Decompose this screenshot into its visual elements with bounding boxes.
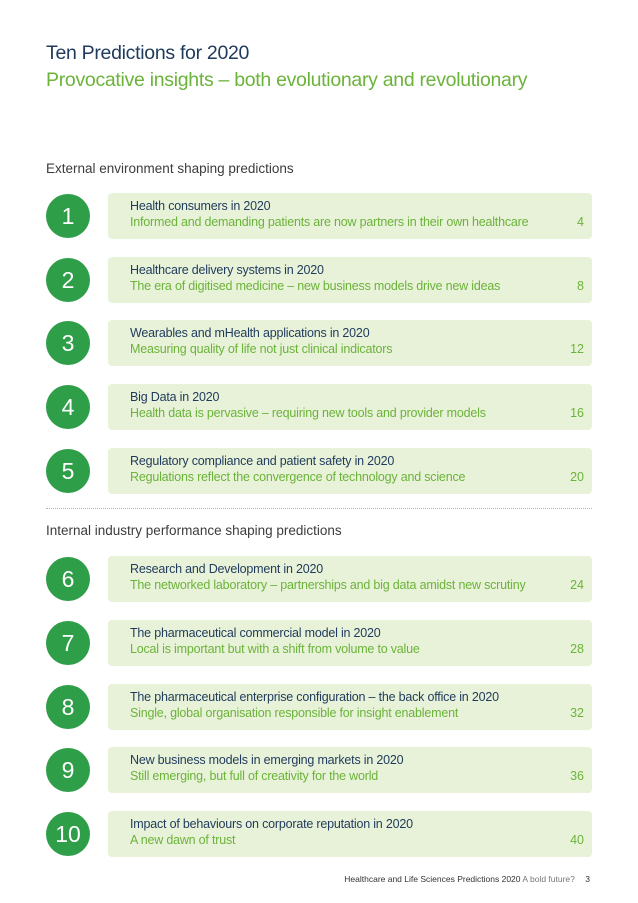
prediction-title: New business models in emerging markets … bbox=[130, 753, 404, 767]
prediction-page-number: 8 bbox=[577, 279, 584, 293]
prediction-number-badge: 4 bbox=[46, 385, 90, 429]
prediction-page-number: 36 bbox=[570, 769, 584, 783]
prediction-row-10[interactable]: 10 Impact of behaviours on corporate rep… bbox=[46, 811, 592, 857]
section-heading-internal: Internal industry performance shaping pr… bbox=[46, 523, 342, 538]
prediction-number-badge: 10 bbox=[46, 812, 90, 856]
prediction-page-number: 4 bbox=[577, 215, 584, 229]
prediction-title: Regulatory compliance and patient safety… bbox=[130, 454, 395, 468]
prediction-title: Healthcare delivery systems in 2020 bbox=[130, 263, 324, 277]
prediction-title: Impact of behaviours on corporate reputa… bbox=[130, 817, 413, 831]
prediction-box bbox=[108, 257, 592, 303]
prediction-page-number: 12 bbox=[570, 342, 584, 356]
prediction-box bbox=[108, 620, 592, 666]
section-divider bbox=[46, 508, 592, 509]
prediction-row-7[interactable]: 7 The pharmaceutical commercial model in… bbox=[46, 620, 592, 666]
prediction-box bbox=[108, 193, 592, 239]
prediction-description: Local is important but with a shift from… bbox=[130, 642, 420, 656]
prediction-page-number: 28 bbox=[570, 642, 584, 656]
prediction-box bbox=[108, 448, 592, 494]
prediction-number-badge: 5 bbox=[46, 449, 90, 493]
section-heading-external: External environment shaping predictions bbox=[46, 161, 294, 176]
prediction-box bbox=[108, 747, 592, 793]
prediction-page-number: 40 bbox=[570, 833, 584, 847]
prediction-number-badge: 8 bbox=[46, 685, 90, 729]
prediction-row-8[interactable]: 8 The pharmaceutical enterprise configur… bbox=[46, 684, 592, 730]
prediction-page-number: 16 bbox=[570, 406, 584, 420]
prediction-number-badge: 6 bbox=[46, 557, 90, 601]
page-subtitle: Provocative insights – both evolutionary… bbox=[46, 69, 528, 91]
prediction-title: Health consumers in 2020 bbox=[130, 199, 271, 213]
prediction-row-3[interactable]: 3 Wearables and mHealth applications in … bbox=[46, 320, 592, 366]
prediction-description: A new dawn of trust bbox=[130, 833, 236, 847]
prediction-page-number: 20 bbox=[570, 470, 584, 484]
prediction-number-badge: 1 bbox=[46, 194, 90, 238]
prediction-box bbox=[108, 684, 592, 730]
page-title: Ten Predictions for 2020 bbox=[46, 42, 250, 64]
prediction-description: Measuring quality of life not just clini… bbox=[130, 342, 393, 356]
prediction-number-badge: 2 bbox=[46, 258, 90, 302]
prediction-row-2[interactable]: 2 Healthcare delivery systems in 2020 Th… bbox=[46, 257, 592, 303]
prediction-box bbox=[108, 556, 592, 602]
prediction-description: The era of digitised medicine – new busi… bbox=[130, 279, 501, 293]
prediction-description: Regulations reflect the convergence of t… bbox=[130, 470, 466, 484]
footer-tagline: A bold future? bbox=[522, 874, 575, 884]
prediction-title: Research and Development in 2020 bbox=[130, 562, 324, 576]
prediction-title: The pharmaceutical commercial model in 2… bbox=[130, 626, 381, 640]
footer-publication: Healthcare and Life Sciences Predictions… bbox=[344, 874, 521, 884]
prediction-box bbox=[108, 384, 592, 430]
prediction-page-number: 24 bbox=[570, 578, 584, 592]
prediction-row-1[interactable]: 1 Health consumers in 2020 Informed and … bbox=[46, 193, 592, 239]
prediction-page-number: 32 bbox=[570, 706, 584, 720]
prediction-description: Still emerging, but full of creativity f… bbox=[130, 769, 379, 783]
page-footer: Healthcare and Life Sciences Predictions… bbox=[344, 874, 590, 884]
prediction-row-9[interactable]: 9 New business models in emerging market… bbox=[46, 747, 592, 793]
prediction-number-badge: 3 bbox=[46, 321, 90, 365]
prediction-description: Informed and demanding patients are now … bbox=[130, 215, 529, 229]
prediction-number-badge: 9 bbox=[46, 748, 90, 792]
prediction-title: Big Data in 2020 bbox=[130, 390, 220, 404]
prediction-title: The pharmaceutical enterprise configurat… bbox=[130, 690, 499, 704]
prediction-row-5[interactable]: 5 Regulatory compliance and patient safe… bbox=[46, 448, 592, 494]
prediction-title: Wearables and mHealth applications in 20… bbox=[130, 326, 370, 340]
prediction-number-badge: 7 bbox=[46, 621, 90, 665]
prediction-row-6[interactable]: 6 Research and Development in 2020 The n… bbox=[46, 556, 592, 602]
prediction-box bbox=[108, 811, 592, 857]
prediction-description: Single, global organisation responsible … bbox=[130, 706, 459, 720]
footer-page-number: 3 bbox=[585, 874, 590, 884]
prediction-row-4[interactable]: 4 Big Data in 2020 Health data is pervas… bbox=[46, 384, 592, 430]
prediction-description: Health data is pervasive – requiring new… bbox=[130, 406, 486, 420]
prediction-box bbox=[108, 320, 592, 366]
prediction-description: The networked laboratory – partnerships … bbox=[130, 578, 526, 592]
